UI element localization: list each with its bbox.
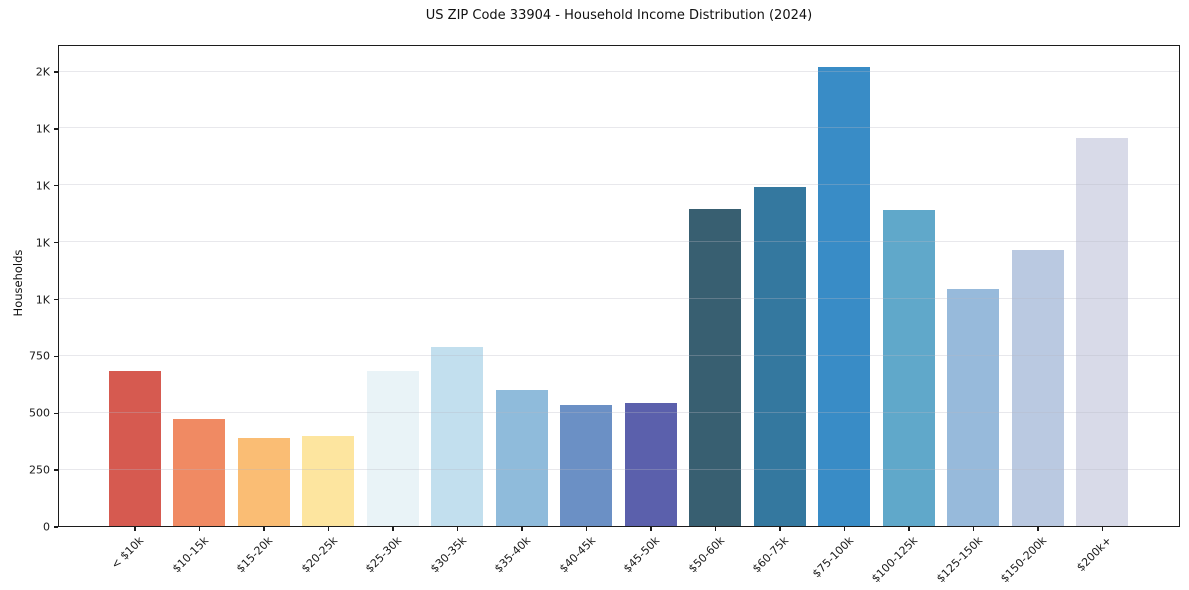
bar-45-50k <box>624 403 677 526</box>
x-tick-mark <box>843 527 846 531</box>
y-tick-mark <box>54 185 58 187</box>
y-tick-label: 500 <box>29 406 50 420</box>
x-tick-mark <box>456 527 459 531</box>
gridline-1000 <box>59 298 1179 300</box>
x-tick-mark <box>585 527 588 531</box>
x-tick-mark <box>521 527 523 531</box>
x-tick-label: < $10k <box>108 534 147 572</box>
x-tick-mark <box>327 527 330 531</box>
x-tick-mark <box>908 527 910 531</box>
bar-75-100k <box>818 67 870 526</box>
gridline-1750 <box>59 127 1179 129</box>
bar-60-75k <box>753 187 806 526</box>
x-tick-mark <box>134 527 136 531</box>
bar-15-20k <box>237 438 290 526</box>
x-tick-mark <box>263 527 265 531</box>
y-tick-mark <box>54 469 58 471</box>
y-tick-mark <box>54 241 58 244</box>
y-tick-label: 250 <box>29 463 50 477</box>
y-tick-mark <box>54 412 58 414</box>
x-tick-mark <box>714 527 717 531</box>
gridline-500 <box>59 411 1179 413</box>
y-tick-label: 1K <box>35 122 50 136</box>
chart-title: US ZIP Code 33904 - Household Income Dis… <box>425 8 813 23</box>
x-tick-mark <box>198 527 201 531</box>
y-tick-label: 1K <box>35 179 50 193</box>
gridline-1250 <box>59 241 1179 243</box>
bar-200k <box>1076 138 1128 526</box>
x-tick-mark <box>1037 527 1039 531</box>
bar-35-40k <box>495 390 548 526</box>
gridline-1500 <box>59 184 1179 186</box>
bar-125-150k <box>947 289 999 526</box>
bar-30-35k <box>431 347 483 526</box>
gridline-250 <box>59 468 1179 470</box>
x-tick-mark <box>650 527 652 531</box>
y-tick-mark <box>54 71 58 73</box>
x-tick-mark <box>1101 527 1104 531</box>
plot-area <box>58 45 1180 527</box>
bar-10k <box>108 370 161 526</box>
gridline-2000 <box>59 70 1179 72</box>
x-tick-mark <box>392 527 394 531</box>
y-tick-label: 750 <box>29 349 50 363</box>
y-axis-label: Households <box>11 249 25 317</box>
y-tick-mark <box>54 526 58 528</box>
bar-40-45k <box>560 404 612 526</box>
bar-10-15k <box>173 419 225 526</box>
y-tick-mark <box>54 298 58 301</box>
bar-100-125k <box>882 210 935 526</box>
y-tick-mark <box>54 128 58 130</box>
bar-150-200k <box>1011 250 1064 526</box>
x-tick-mark <box>972 527 975 531</box>
bar-25-30k <box>366 371 419 526</box>
y-tick-label: 1K <box>35 236 50 250</box>
bar-50-60k <box>689 208 741 526</box>
gridline-750 <box>59 354 1179 356</box>
y-tick-label: 0 <box>43 520 50 534</box>
x-tick-mark <box>779 527 781 531</box>
y-tick-label: 1K <box>35 293 50 307</box>
y-tick-label: 2K <box>35 65 50 79</box>
bar-20-25k <box>302 435 354 526</box>
y-tick-mark <box>54 355 58 358</box>
